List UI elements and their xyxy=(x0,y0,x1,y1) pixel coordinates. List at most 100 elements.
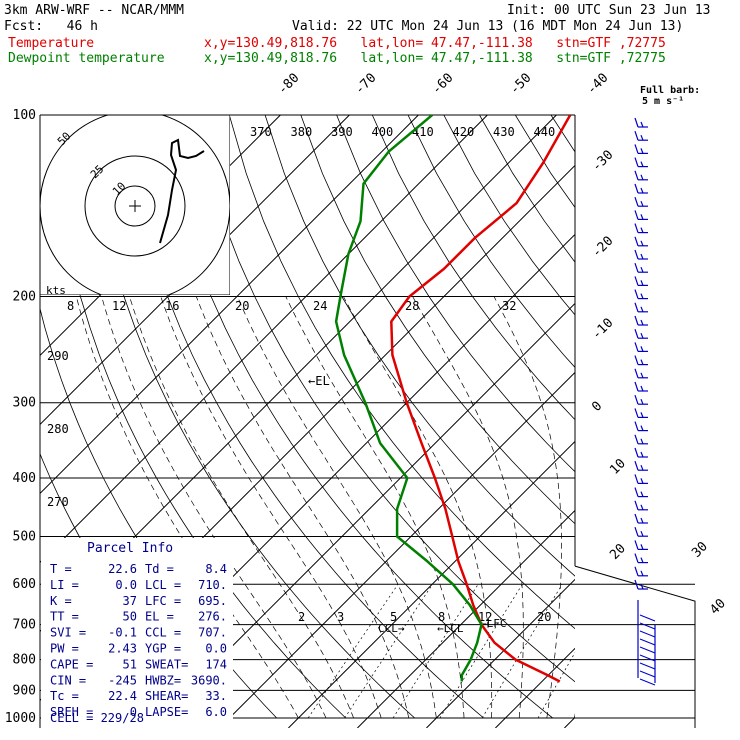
isotherm-label--10: -10 xyxy=(589,316,616,343)
wind-barb-flag xyxy=(640,200,644,207)
parcel-key: SWEAT= xyxy=(145,657,188,671)
frame-lower-right xyxy=(574,565,696,728)
wind-barb xyxy=(639,670,656,678)
isotherm-line xyxy=(426,578,575,728)
wind-barb-flag xyxy=(640,187,644,194)
dry-adiabat-line xyxy=(336,115,575,473)
wind-barb-flag xyxy=(640,240,644,247)
parcel-key: CCL = xyxy=(145,626,181,640)
parcel-key: Td = xyxy=(145,562,174,576)
wind-barb-flag xyxy=(634,197,639,207)
parcel-key: LCL = xyxy=(145,578,181,592)
theta-label-440: 440 xyxy=(534,125,556,139)
pressure-label-900: 900 xyxy=(13,683,36,698)
wind-barb-flag xyxy=(634,461,639,471)
mixing-bottom-label: 2 xyxy=(298,610,305,624)
parcel-value: 0 xyxy=(130,705,137,719)
full-barb-unit: 5 m s⁻¹ xyxy=(642,96,685,107)
wind-barb-flag xyxy=(640,359,644,365)
dry-adiabat-line xyxy=(730,115,740,718)
parcel-key: PW = xyxy=(50,642,79,656)
wind-barb-flag xyxy=(640,346,644,352)
isotherm-label-0: 0 xyxy=(589,399,605,415)
isotherm-line xyxy=(150,302,575,728)
theta-label-390: 390 xyxy=(331,125,353,139)
dry-adiabat-line xyxy=(623,115,740,718)
wind-barb-flag xyxy=(640,491,644,497)
parcel-value: 22.4 xyxy=(108,689,137,703)
mixing-ratio-line xyxy=(537,651,575,719)
moist-adiabat-line xyxy=(160,296,382,719)
parcel-value: 0.0 xyxy=(115,578,137,592)
wind-barb xyxy=(639,662,656,670)
moist-adiabat-line xyxy=(493,296,562,719)
wind-barb-flag xyxy=(634,474,639,484)
wind-barb-flag xyxy=(634,566,639,576)
parcel-info-title: Parcel Info xyxy=(87,541,173,556)
parcel-value: 0.0 xyxy=(205,642,227,656)
wind-barb-flag xyxy=(634,527,639,537)
parcel-key: SHEAR= xyxy=(145,689,188,703)
ccl-annotation: CCL→ xyxy=(378,622,405,635)
dry-adiabat-line xyxy=(300,115,575,525)
dry-adiabat-line xyxy=(587,115,740,718)
dry-adiabat-line xyxy=(407,115,575,368)
parcel-value: 33. xyxy=(205,689,227,703)
moist-adiabat-line xyxy=(412,296,524,719)
wind-barb xyxy=(639,646,656,654)
wind-barb-flag xyxy=(634,500,639,510)
lfc-annotation: ←LFC xyxy=(480,617,507,630)
wind-barb-flag xyxy=(634,223,639,233)
theta-label-420: 420 xyxy=(453,125,475,139)
isotherm-line xyxy=(633,115,740,728)
mixing-top-label: 16 xyxy=(165,299,179,313)
dry-adiabat-line xyxy=(514,115,575,209)
mixing-bottom-label: 5 xyxy=(390,610,397,624)
wind-barb-flag xyxy=(634,157,639,167)
wind-barb-flag xyxy=(640,451,644,458)
isotherm-line xyxy=(40,115,419,495)
dry-adiabat-line xyxy=(121,115,484,719)
wind-barb-flag xyxy=(640,544,644,550)
parcel-value: 276. xyxy=(198,610,227,624)
theta-side-label: 290 xyxy=(47,349,69,363)
parcel-key: CIN = xyxy=(50,673,86,687)
wind-barb-flag xyxy=(640,398,644,405)
parcel-value: 22.6 xyxy=(108,562,137,576)
parcel-key: Tc = xyxy=(50,689,79,703)
wind-barb-flag xyxy=(634,170,639,180)
wind-barb-flag xyxy=(640,557,644,563)
isotherm-label-10: 10 xyxy=(607,456,629,478)
wind-barb-flag xyxy=(634,117,639,128)
isotherm-label--40: -40 xyxy=(584,71,611,98)
mixing-ratio-line xyxy=(392,584,479,719)
wind-barb-flag xyxy=(634,236,639,246)
pressure-label-500: 500 xyxy=(13,529,36,544)
wind-barb-flag xyxy=(634,355,639,365)
wind-barb-flag xyxy=(640,530,644,537)
moist-adiabat-line xyxy=(75,296,299,719)
theta-side-label: 270 xyxy=(47,495,69,509)
wind-barb-flag xyxy=(634,210,639,220)
dry-adiabat-line xyxy=(86,115,415,719)
parcel-value: 707. xyxy=(198,626,227,640)
mixing-top-label: 8 xyxy=(67,299,74,313)
wind-barb-flag xyxy=(640,148,644,154)
isotherm-label--70: -70 xyxy=(352,71,379,98)
theta-side-label: 280 xyxy=(47,422,69,436)
parcel-key: TT = xyxy=(50,610,79,624)
dry-adiabat-line xyxy=(228,115,575,630)
mixing-top-label: 20 xyxy=(235,299,249,313)
wind-barb-flag xyxy=(640,306,644,313)
forecast-hour: Fcst: 46 h xyxy=(4,19,98,34)
parcel-key: SVI = xyxy=(50,626,86,640)
moist-adiabat-line xyxy=(574,712,575,719)
parcel-value: 2.43 xyxy=(108,642,137,656)
wind-barb-flag xyxy=(640,464,644,471)
parcel-key: SREH = xyxy=(50,705,93,719)
wind-barb-flag xyxy=(634,487,639,497)
dry-adiabat-line xyxy=(479,115,575,263)
mixing-bottom-label: 8 xyxy=(438,610,445,624)
wind-barb-flag xyxy=(634,342,639,352)
